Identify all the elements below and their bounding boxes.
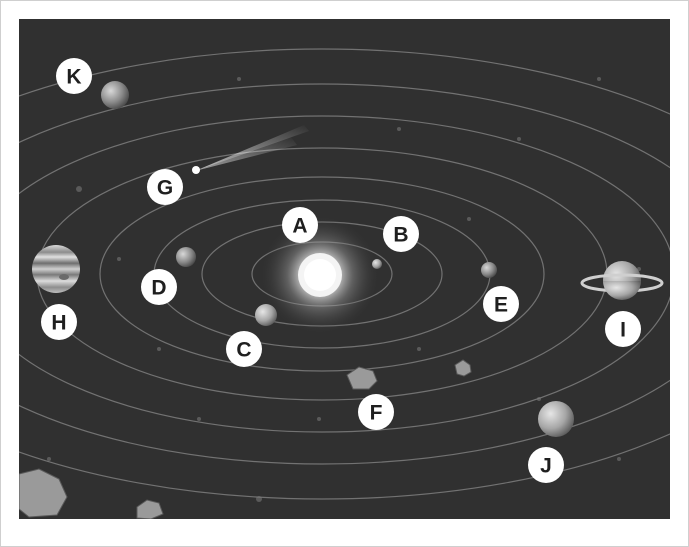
planet-b bbox=[372, 259, 382, 269]
star-field bbox=[47, 77, 641, 502]
label-k: K bbox=[56, 58, 92, 94]
label-h: H bbox=[41, 304, 77, 340]
asteroids bbox=[19, 359, 472, 519]
label-f: F bbox=[358, 394, 394, 430]
label-c-text: C bbox=[236, 339, 251, 362]
label-j: J bbox=[528, 447, 564, 483]
planet-e bbox=[481, 262, 497, 278]
label-i: I bbox=[605, 311, 641, 347]
label-e: E bbox=[483, 286, 519, 322]
solar-system-diagram: A B C D E F G bbox=[19, 19, 670, 519]
label-b: B bbox=[383, 216, 419, 252]
solar-system-svg: A B C D E F G bbox=[19, 19, 670, 519]
label-g: G bbox=[147, 169, 183, 205]
label-a-text: A bbox=[292, 215, 307, 238]
label-j-text: J bbox=[540, 455, 552, 478]
label-g-text: G bbox=[157, 177, 173, 200]
planet-j bbox=[538, 401, 574, 437]
label-f-text: F bbox=[370, 402, 383, 425]
label-b-text: B bbox=[393, 224, 408, 247]
planet-h bbox=[32, 245, 80, 293]
comet bbox=[192, 125, 309, 174]
label-c: C bbox=[226, 331, 262, 367]
planet-i bbox=[580, 261, 664, 300]
label-d-text: D bbox=[151, 277, 166, 300]
planet-c bbox=[255, 304, 277, 326]
planet-k bbox=[101, 81, 129, 109]
planet-d bbox=[176, 247, 196, 267]
label-d: D bbox=[141, 269, 177, 305]
label-k-text: K bbox=[66, 66, 81, 89]
label-e-text: E bbox=[494, 294, 508, 317]
label-h-text: H bbox=[51, 312, 66, 335]
label-a: A bbox=[282, 207, 318, 243]
label-i-text: I bbox=[620, 319, 626, 342]
sun bbox=[260, 215, 380, 335]
